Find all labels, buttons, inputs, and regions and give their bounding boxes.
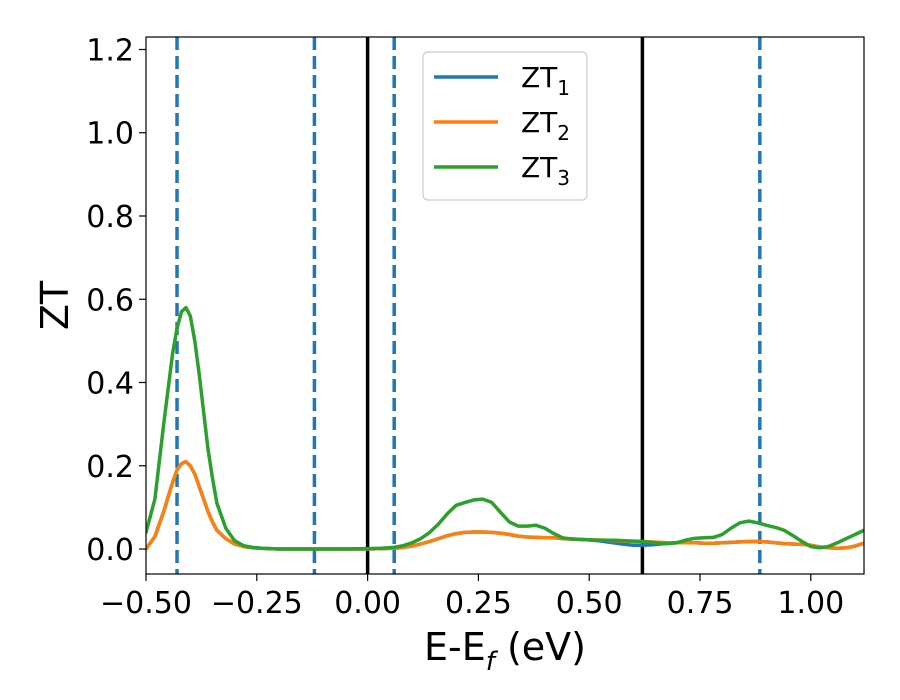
y-tick-label: 0.4: [86, 367, 134, 402]
y-tick-label: 0.6: [86, 283, 134, 318]
x-axis-title: E-Ef (eV): [424, 625, 586, 677]
x-tick-label: 0.75: [667, 586, 734, 621]
series-line-zt1: [146, 459, 864, 551]
series-line-zt2: [146, 459, 864, 551]
x-tick-label: −0.25: [211, 586, 303, 621]
reference-lines: [175, 37, 762, 574]
series-lines: [146, 305, 864, 551]
legend-label-zt2: ZT2: [521, 106, 570, 145]
y-tick-label: 0.2: [86, 450, 134, 485]
x-tick-label: 1.00: [777, 586, 844, 621]
x-axis-title-unit: (eV): [495, 625, 586, 669]
x-tick-label: 0.50: [556, 586, 623, 621]
y-tick-label: 1.2: [86, 33, 134, 68]
y-tick-label: 1.0: [86, 117, 134, 152]
x-tick-label: −0.50: [100, 586, 192, 621]
legend-label-zt3: ZT3: [521, 151, 570, 190]
y-axis: 0.0 0.2 0.4 0.6 0.8 1.0 1.2: [86, 33, 146, 568]
series-line-zt3: [146, 305, 864, 551]
x-tick-label: 0.25: [445, 586, 512, 621]
plot-frame: [145, 36, 865, 575]
x-tick-label: 0.00: [334, 586, 401, 621]
legend: ZT1 ZT2 ZT3: [422, 51, 588, 201]
y-tick-label: 0.0: [86, 533, 134, 568]
legend-box: [422, 51, 588, 201]
legend-label-zt1: ZT1: [521, 61, 570, 100]
y-axis-title: ZT: [33, 280, 77, 330]
y-tick-label: 0.8: [86, 200, 134, 235]
x-axis-title-main: E-E: [424, 625, 486, 669]
x-axis: −0.50 −0.25 0.00 0.25 0.50 0.75 1.00: [100, 574, 844, 621]
